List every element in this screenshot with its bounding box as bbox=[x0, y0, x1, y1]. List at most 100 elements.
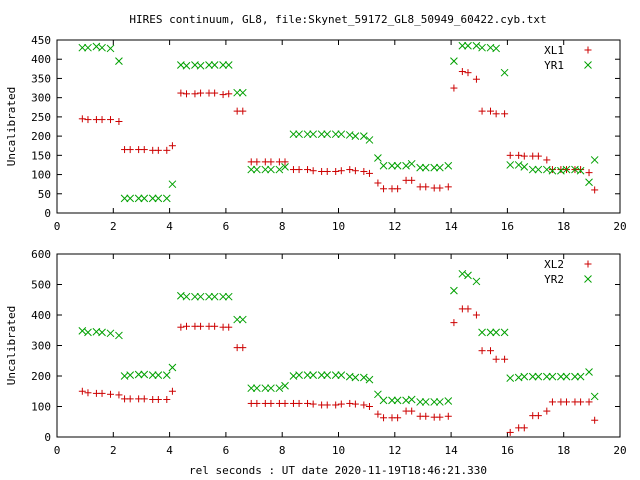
data-point bbox=[84, 43, 92, 52]
data-point bbox=[332, 401, 340, 409]
y-axis-label: Uncalibrated bbox=[5, 87, 18, 166]
data-point bbox=[309, 371, 318, 379]
data-point bbox=[591, 416, 599, 424]
data-point bbox=[134, 194, 143, 203]
data-point bbox=[478, 328, 486, 337]
data-point bbox=[309, 130, 318, 139]
data-point bbox=[140, 146, 148, 154]
data-point bbox=[331, 371, 340, 379]
data-point bbox=[407, 395, 416, 404]
data-point bbox=[134, 370, 143, 379]
series-YR1 bbox=[78, 41, 599, 203]
data-point bbox=[393, 161, 402, 170]
data-point bbox=[267, 399, 275, 407]
data-point bbox=[557, 372, 565, 381]
data-point bbox=[421, 398, 430, 406]
data-point bbox=[380, 414, 388, 422]
data-point bbox=[543, 156, 551, 164]
y-tick-label: 400 bbox=[31, 53, 51, 66]
data-point bbox=[458, 269, 467, 278]
data-point bbox=[472, 41, 481, 50]
data-point bbox=[148, 371, 157, 379]
data-point bbox=[317, 130, 326, 139]
data-point bbox=[154, 194, 163, 203]
data-point bbox=[219, 91, 227, 99]
data-point bbox=[430, 163, 439, 172]
data-point bbox=[304, 399, 312, 407]
data-point bbox=[492, 110, 500, 118]
bottom-panel: 0 2 4 6 8 10 12 14 16 18 200100200300400500600Unca… bbox=[5, 248, 627, 457]
data-point bbox=[515, 151, 523, 159]
data-point bbox=[360, 401, 368, 409]
data-point bbox=[487, 347, 495, 355]
data-point bbox=[303, 371, 312, 379]
y-tick-label: 50 bbox=[38, 188, 51, 201]
data-point bbox=[450, 57, 458, 65]
data-point bbox=[520, 163, 529, 171]
data-point bbox=[365, 375, 374, 384]
data-point bbox=[261, 165, 270, 174]
data-point bbox=[253, 399, 261, 407]
data-point bbox=[585, 398, 593, 406]
x-tick-label: 2 bbox=[110, 444, 117, 457]
data-point bbox=[148, 194, 157, 203]
data-point bbox=[500, 328, 509, 337]
data-point bbox=[464, 305, 472, 313]
data-point bbox=[281, 163, 289, 171]
data-point bbox=[182, 322, 190, 330]
data-point bbox=[576, 166, 585, 175]
x-tick-label: 18 bbox=[557, 220, 570, 233]
y-axis-label: Uncalibrated bbox=[5, 306, 18, 385]
data-point bbox=[478, 107, 486, 115]
data-point bbox=[416, 398, 424, 406]
data-point bbox=[458, 41, 467, 50]
data-point bbox=[196, 292, 205, 301]
data-point bbox=[577, 398, 585, 406]
data-point bbox=[464, 69, 472, 77]
data-point bbox=[365, 169, 373, 177]
data-point bbox=[168, 142, 176, 150]
data-point bbox=[450, 286, 458, 295]
data-point bbox=[506, 161, 515, 169]
data-point bbox=[351, 167, 359, 175]
data-point bbox=[317, 371, 326, 379]
y-tick-label: 400 bbox=[31, 309, 51, 322]
x-tick-label: 10 bbox=[332, 220, 345, 233]
data-point bbox=[182, 61, 191, 70]
data-point bbox=[98, 43, 106, 52]
data-point bbox=[444, 397, 453, 405]
y-tick-label: 250 bbox=[31, 111, 51, 124]
data-point bbox=[303, 130, 312, 139]
y-tick-label: 150 bbox=[31, 149, 51, 162]
data-point bbox=[281, 158, 289, 166]
data-point bbox=[365, 403, 373, 410]
data-point bbox=[98, 116, 106, 124]
data-point bbox=[351, 400, 359, 408]
data-point bbox=[379, 396, 388, 405]
data-point bbox=[421, 163, 430, 172]
data-point bbox=[239, 344, 247, 352]
data-point bbox=[78, 387, 86, 395]
data-point bbox=[247, 165, 256, 174]
data-point bbox=[464, 41, 472, 50]
data-point bbox=[394, 185, 402, 193]
data-point bbox=[140, 194, 149, 203]
data-point bbox=[163, 395, 171, 403]
data-point bbox=[528, 165, 537, 174]
data-point bbox=[126, 371, 135, 379]
data-point bbox=[295, 166, 303, 174]
data-point bbox=[331, 130, 340, 139]
data-point bbox=[106, 329, 115, 338]
data-point bbox=[444, 183, 452, 191]
data-point bbox=[162, 194, 171, 203]
y-tick-label: 0 bbox=[44, 207, 51, 220]
data-point bbox=[78, 327, 87, 335]
data-point bbox=[140, 370, 149, 379]
x-tick-label: 12 bbox=[388, 444, 401, 457]
data-point bbox=[444, 161, 453, 170]
data-point bbox=[323, 130, 332, 139]
data-point bbox=[402, 161, 410, 170]
data-point bbox=[492, 328, 500, 337]
data-point bbox=[506, 151, 514, 159]
